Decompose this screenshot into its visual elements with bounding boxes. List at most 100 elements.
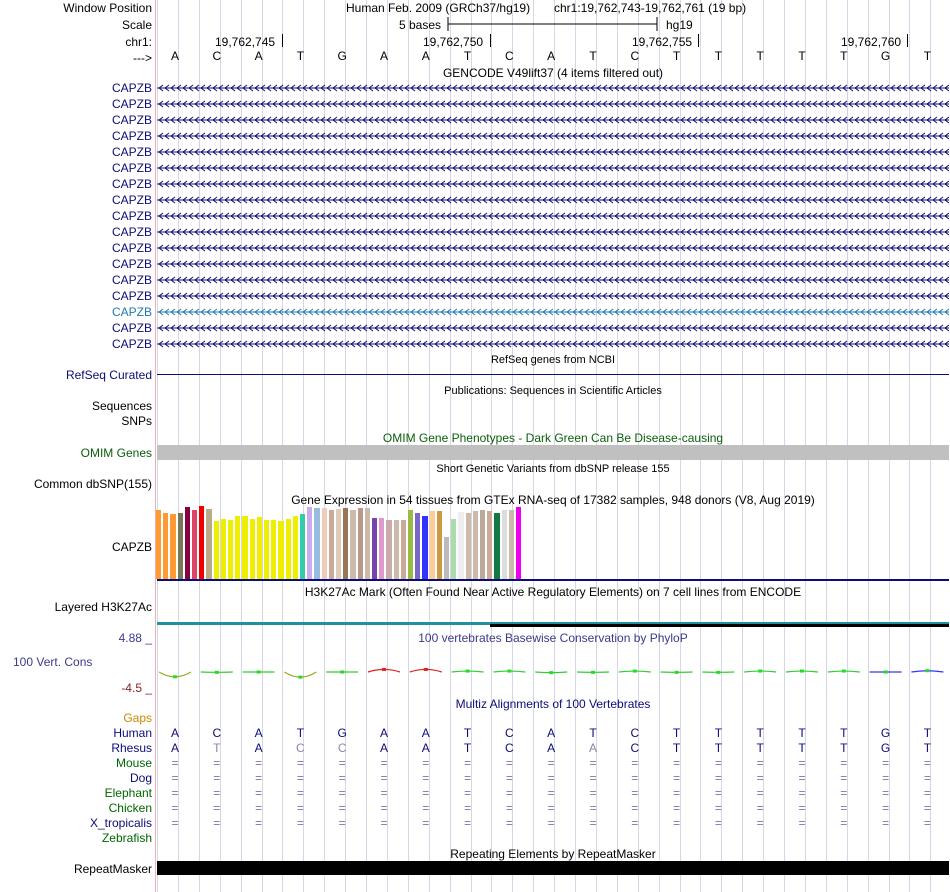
gencode-gene-label[interactable]: CAPZB [111, 81, 152, 95]
multiz-species-label[interactable]: Mouse [115, 756, 152, 770]
gencode-gene-label[interactable]: CAPZB [111, 209, 152, 223]
gtex-tissue-bar[interactable] [508, 510, 514, 579]
gencode-transcript[interactable] [157, 132, 949, 140]
phylop-plot[interactable] [157, 645, 949, 690]
phylop-label[interactable]: 100 Vert. Cons [13, 655, 93, 669]
gtex-tissue-bar[interactable] [436, 511, 442, 579]
gtex-tissue-bar[interactable] [321, 508, 327, 579]
gtex-tissue-bar[interactable] [213, 521, 219, 579]
gencode-transcript[interactable] [157, 308, 949, 316]
gtex-tissue-bar[interactable] [249, 519, 255, 579]
multiz-species-label[interactable]: Human [113, 726, 152, 740]
gencode-transcript[interactable] [157, 244, 949, 252]
multiz-species-label[interactable]: Elephant [104, 786, 152, 800]
dbsnp-label[interactable]: Common dbSNP(155) [33, 477, 152, 491]
gencode-gene-label[interactable]: CAPZB [111, 321, 152, 335]
gtex-tissue-bar[interactable] [336, 509, 342, 579]
gtex-tissue-bar[interactable] [177, 513, 183, 579]
gencode-transcript[interactable] [157, 340, 949, 348]
omim-feature-bar[interactable] [157, 445, 949, 460]
gtex-tissue-bar[interactable] [264, 520, 270, 579]
gtex-label[interactable]: CAPZB [111, 540, 152, 554]
gtex-tissue-bar[interactable] [422, 516, 428, 579]
gtex-tissue-bar[interactable] [429, 511, 435, 579]
gtex-tissue-bar[interactable] [235, 516, 241, 579]
gencode-transcript[interactable] [157, 228, 949, 236]
gtex-tissue-bar[interactable] [364, 508, 370, 579]
gtex-tissue-bar[interactable] [278, 521, 284, 579]
gencode-gene-label[interactable]: CAPZB [111, 305, 152, 319]
gencode-gene-label[interactable]: CAPZB [111, 177, 152, 191]
multiz-species-label[interactable]: Chicken [108, 801, 152, 815]
gencode-transcript[interactable] [157, 212, 949, 220]
gtex-tissue-bar[interactable] [170, 514, 176, 579]
gtex-tissue-bar[interactable] [487, 511, 493, 579]
gtex-tissue-bar[interactable] [400, 520, 406, 579]
gencode-gene-label[interactable]: CAPZB [111, 257, 152, 271]
gencode-transcript[interactable] [157, 164, 949, 172]
gtex-tissue-bar[interactable] [206, 509, 212, 579]
gtex-tissue-bar[interactable] [408, 510, 414, 579]
repeatmasker-bar[interactable] [157, 861, 949, 875]
gencode-gene-label[interactable]: CAPZB [111, 337, 152, 351]
phylop-track-title[interactable]: 100 vertebrates Basewise Conservation by… [418, 631, 688, 645]
gencode-transcript[interactable] [157, 196, 949, 204]
dbsnp-track-title[interactable]: Short Genetic Variants from dbSNP releas… [436, 463, 670, 475]
gencode-gene-label[interactable]: CAPZB [111, 193, 152, 207]
gtex-gene-line[interactable] [157, 579, 949, 581]
gencode-gene-label[interactable]: CAPZB [111, 129, 152, 143]
h3k27ac-track-title[interactable]: H3K27Ac Mark (Often Found Near Active Re… [304, 585, 802, 599]
refseq-gene-line[interactable] [157, 374, 949, 375]
gtex-track-title[interactable]: Gene Expression in 54 tissues from GTEx … [291, 493, 815, 507]
gencode-gene-label[interactable]: CAPZB [111, 161, 152, 175]
multiz-species-label[interactable]: Rhesus [111, 741, 152, 755]
multiz-species-label[interactable]: Zebrafish [101, 831, 152, 845]
gtex-tissue-bar[interactable] [501, 510, 507, 579]
gencode-transcript[interactable] [157, 260, 949, 268]
gencode-transcript[interactable] [157, 324, 949, 332]
gtex-tissue-bar[interactable] [451, 519, 457, 579]
gtex-tissue-bar[interactable] [256, 517, 262, 579]
omim-track-title[interactable]: OMIM Gene Phenotypes - Dark Green Can Be… [382, 431, 724, 445]
gtex-tissue-bar[interactable] [393, 520, 399, 579]
gencode-gene-label[interactable]: CAPZB [111, 273, 152, 287]
gtex-tissue-bar[interactable] [458, 512, 464, 579]
gtex-tissue-bar[interactable] [372, 518, 378, 579]
gtex-tissue-bar[interactable] [271, 520, 277, 579]
gtex-tissue-bar[interactable] [444, 537, 450, 579]
gtex-tissue-bar[interactable] [465, 513, 471, 579]
gencode-transcript[interactable] [157, 180, 949, 188]
gencode-transcript[interactable] [157, 116, 949, 124]
gtex-tissue-bar[interactable] [300, 514, 306, 579]
multiz-species-label[interactable]: Dog [129, 771, 152, 785]
gencode-gene-label[interactable]: CAPZB [111, 145, 152, 159]
gtex-tissue-bar[interactable] [314, 508, 320, 579]
gencode-gene-label[interactable]: CAPZB [111, 241, 152, 255]
multiz-track-title[interactable]: Multiz Alignments of 100 Vertebrates [455, 697, 651, 711]
gencode-gene-label[interactable]: CAPZB [111, 97, 152, 111]
gtex-tissue-bar[interactable] [386, 520, 392, 579]
gencode-gene-label[interactable]: CAPZB [111, 225, 152, 239]
multiz-species-label[interactable]: X_tropicalis [89, 816, 152, 830]
gtex-tissue-bar[interactable] [163, 513, 169, 579]
gencode-transcript[interactable] [157, 292, 949, 300]
gtex-tissue-bar[interactable] [415, 513, 421, 579]
gencode-transcript[interactable] [157, 276, 949, 284]
gencode-gene-label[interactable]: CAPZB [111, 113, 152, 127]
gtex-tissue-bar[interactable] [472, 511, 478, 579]
gtex-tissue-bar[interactable] [357, 508, 363, 579]
gtex-tissue-bar[interactable] [343, 508, 349, 579]
gtex-tissue-bar[interactable] [199, 506, 205, 579]
gtex-tissue-bar[interactable] [516, 507, 522, 579]
gencode-track-title[interactable]: GENCODE V49lift37 (4 items filtered out) [442, 66, 664, 80]
gtex-tissue-bar[interactable] [350, 510, 356, 579]
gtex-tissue-bar[interactable] [494, 513, 500, 579]
repeatmasker-track-title[interactable]: Repeating Elements by RepeatMasker [450, 847, 656, 861]
gtex-tissue-bar[interactable] [480, 510, 486, 579]
publications-track-title[interactable]: Publications: Sequences in Scientific Ar… [444, 385, 662, 397]
publications-label-snps[interactable]: SNPs [121, 414, 152, 428]
gtex-tissue-bar[interactable] [285, 519, 291, 579]
publications-label-sequences[interactable]: Sequences [91, 399, 152, 413]
gtex-tissue-bar[interactable] [307, 507, 313, 579]
gtex-tissue-bar[interactable] [242, 516, 248, 579]
